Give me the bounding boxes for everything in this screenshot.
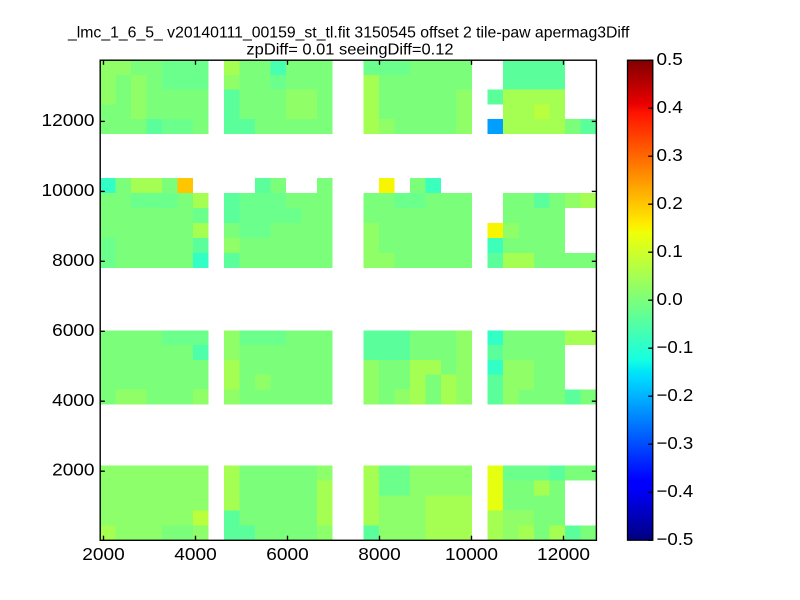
svg-text:8000: 8000: [52, 250, 94, 270]
svg-text:2000: 2000: [52, 460, 94, 480]
svg-text:12000: 12000: [537, 544, 590, 564]
svg-text:6000: 6000: [266, 544, 308, 564]
svg-text:0.1: 0.1: [657, 241, 683, 261]
svg-text:12000: 12000: [42, 110, 95, 130]
svg-text:−0.1: −0.1: [657, 337, 694, 357]
svg-text:0.0: 0.0: [657, 289, 683, 309]
svg-text:zpDiff= 0.01 seeingDiff=0.12: zpDiff= 0.01 seeingDiff=0.12: [246, 42, 453, 59]
svg-text:0.3: 0.3: [657, 145, 683, 165]
svg-text:4000: 4000: [52, 390, 94, 410]
svg-text:2000: 2000: [82, 544, 124, 564]
svg-text:−0.2: −0.2: [657, 385, 694, 405]
svg-text:4000: 4000: [174, 544, 216, 564]
svg-text:_lmc_1_6_5_ v20140111_00159_st: _lmc_1_6_5_ v20140111_00159_st_tl.fit 31…: [67, 25, 630, 42]
svg-text:0.2: 0.2: [657, 193, 683, 213]
svg-text:−0.4: −0.4: [657, 481, 694, 501]
svg-text:10000: 10000: [42, 180, 95, 200]
svg-text:10000: 10000: [445, 544, 498, 564]
svg-text:8000: 8000: [358, 544, 400, 564]
svg-text:6000: 6000: [52, 320, 94, 340]
svg-text:0.4: 0.4: [657, 97, 683, 117]
svg-text:−0.5: −0.5: [657, 529, 694, 549]
svg-text:−0.3: −0.3: [657, 433, 694, 453]
svg-text:0.5: 0.5: [657, 49, 683, 69]
